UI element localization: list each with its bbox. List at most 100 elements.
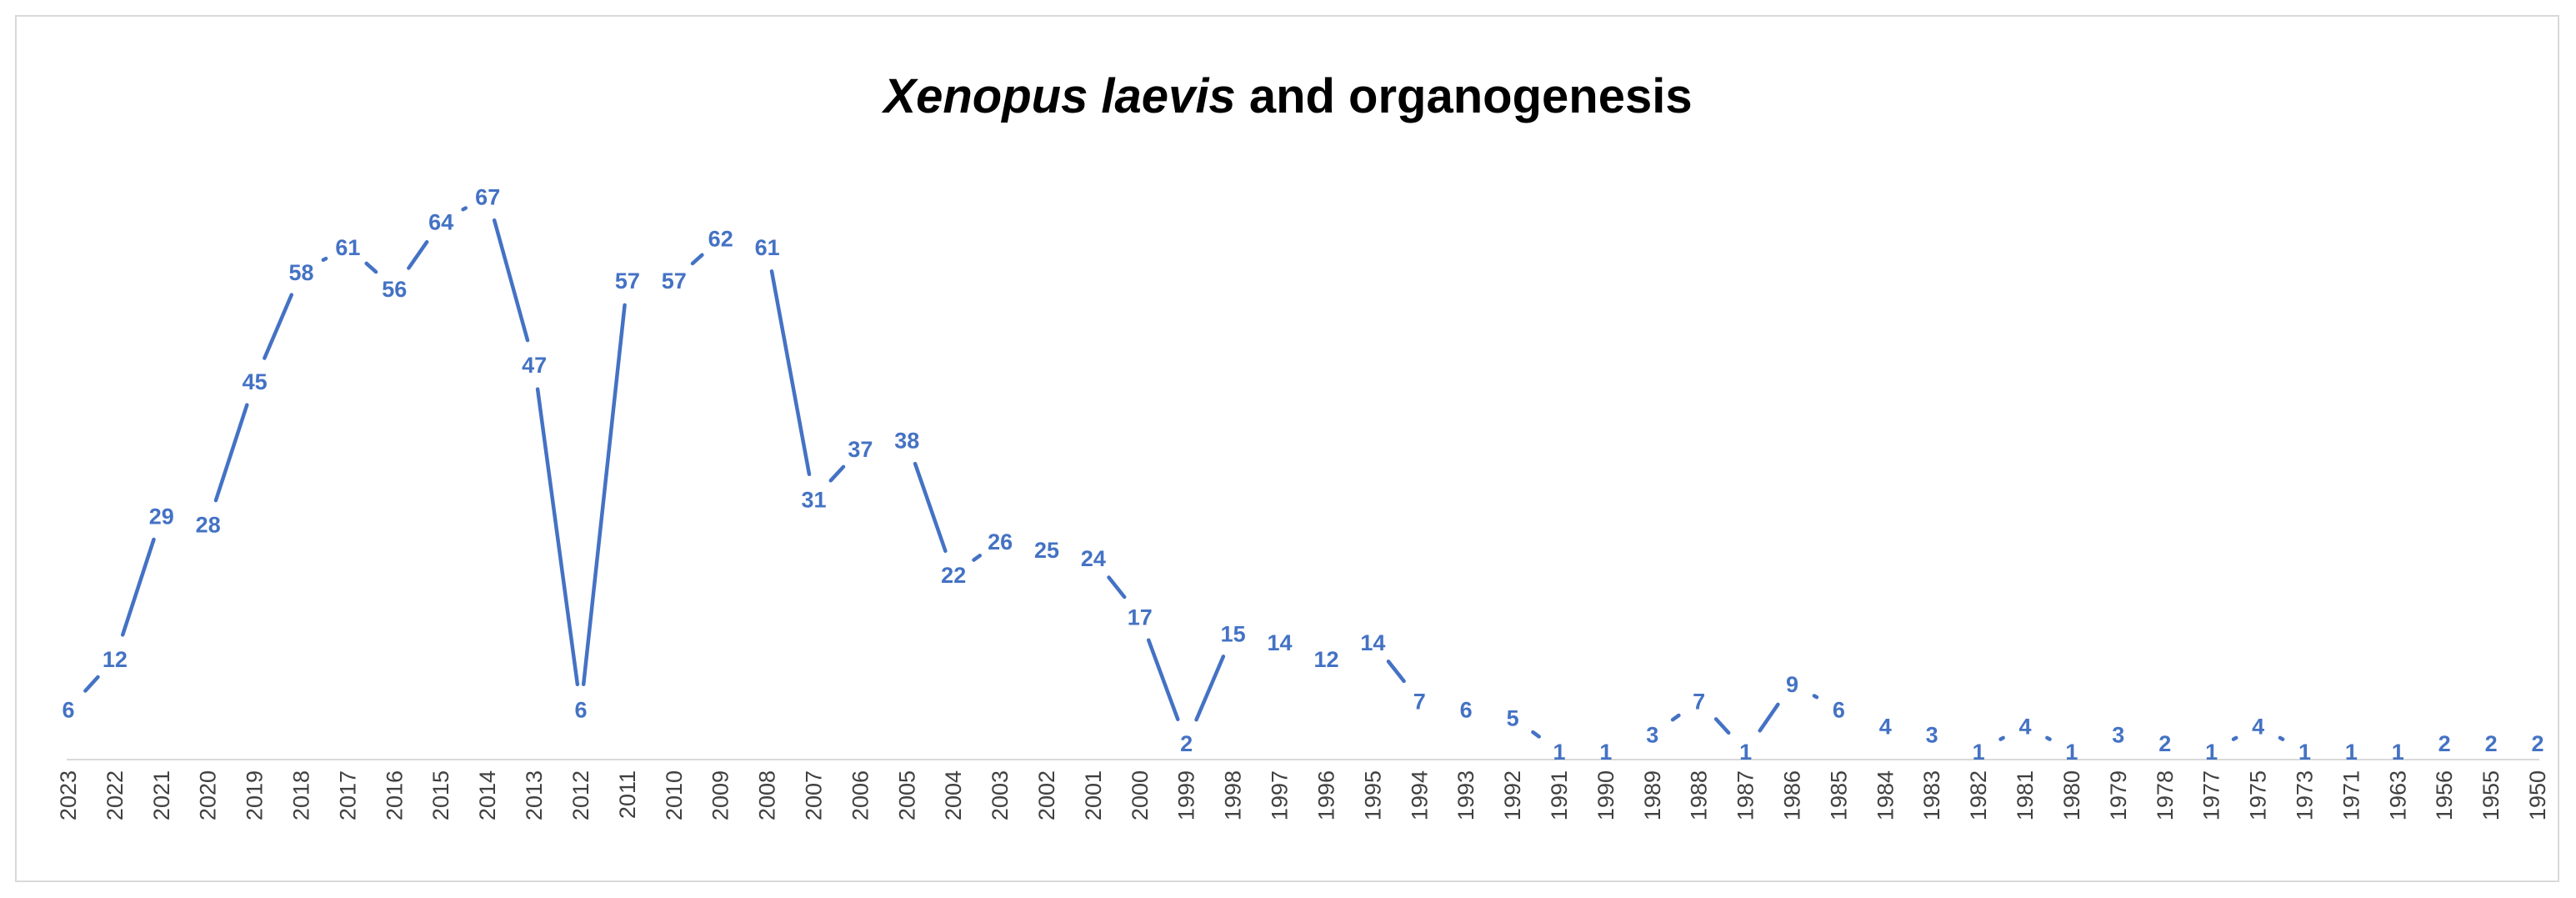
data-label-1990: 1 [1599, 740, 1612, 765]
x-tick-label-1998: 1998 [1221, 770, 1246, 820]
data-label-2016: 56 [382, 277, 407, 302]
data-label-1955: 2 [2485, 731, 2498, 756]
data-label-1975: 4 [2252, 715, 2264, 740]
data-label-1992: 5 [1507, 706, 1519, 731]
data-label-1988: 7 [1693, 689, 1705, 714]
line-segment-2014-2013 [492, 218, 530, 343]
x-tick-label-2022: 2022 [103, 770, 128, 820]
x-tick-label-1986: 1986 [1780, 770, 1805, 820]
data-label-1985: 6 [1833, 698, 1845, 723]
data-label-1999: 2 [1180, 731, 1193, 756]
data-label-2004: 22 [941, 563, 966, 588]
line-segment-2022-2021 [120, 537, 156, 637]
line-segment-1992-1991 [1531, 730, 1541, 739]
data-label-2019: 45 [243, 369, 268, 394]
data-label-2023: 6 [62, 698, 74, 723]
data-label-1963: 1 [2392, 740, 2404, 765]
x-tick-label-1955: 1955 [2478, 770, 2503, 820]
x-tick-label-1992: 1992 [1500, 770, 1525, 820]
x-tick-label-1978: 1978 [2153, 770, 2178, 820]
line-segment-1988-1987 [1713, 717, 1731, 735]
line-segment-1989-1988 [1670, 713, 1681, 722]
data-label-2011: 57 [615, 268, 640, 293]
line-segment-2004-2003 [972, 554, 983, 562]
data-label-1982: 1 [1973, 740, 1985, 765]
x-tick-label-1975: 1975 [2246, 770, 2271, 820]
line-segment-1977-1975 [2231, 735, 2238, 741]
chart-title: Xenopus laevis and organogenesis [0, 68, 2576, 124]
x-tick-label-1950: 1950 [2525, 770, 2550, 820]
data-label-1983: 3 [1926, 723, 1938, 748]
x-tick-label-1991: 1991 [1547, 770, 1572, 820]
data-label-2007: 31 [801, 487, 826, 512]
line-segment-2007-2006 [828, 464, 846, 483]
data-label-2020: 28 [196, 513, 221, 538]
data-label-1998: 15 [1221, 622, 1246, 647]
x-tick-label-1990: 1990 [1593, 770, 1618, 820]
x-tick-label-1985: 1985 [1826, 770, 1851, 820]
data-label-2010: 57 [662, 268, 687, 293]
data-label-2014: 67 [475, 184, 500, 209]
x-tick-label-2004: 2004 [941, 770, 966, 820]
data-label-2015: 64 [428, 210, 453, 235]
x-tick-label-1983: 1983 [1919, 770, 1944, 820]
line-segment-2000-1999 [1146, 638, 1180, 721]
x-tick-label-1956: 1956 [2432, 770, 2457, 820]
x-tick-label-2020: 2020 [196, 770, 221, 820]
x-tick-label-2009: 2009 [708, 770, 733, 820]
x-tick-label-1971: 1971 [2338, 770, 2363, 820]
x-tick-label-2003: 2003 [988, 770, 1013, 820]
chart-frame [15, 15, 2559, 882]
data-label-1978: 2 [2158, 731, 2171, 756]
line-segment-2019-2018 [263, 293, 294, 360]
x-tick-label-2012: 2012 [568, 770, 593, 820]
x-tick-label-1994: 1994 [1407, 770, 1432, 820]
data-label-2000: 17 [1128, 605, 1153, 630]
data-label-1971: 1 [2345, 740, 2358, 765]
line-segment-2013-2012 [535, 387, 580, 687]
x-tick-label-1987: 1987 [1733, 770, 1758, 820]
line-segment-2010-2009 [690, 253, 704, 266]
data-label-2012: 6 [574, 698, 587, 723]
data-label-2002: 25 [1034, 538, 1059, 563]
line-segment-1999-1998 [1194, 655, 1226, 722]
line-segment-1986-1985 [1812, 694, 1819, 700]
data-label-2009: 62 [708, 227, 733, 252]
x-tick-label-1988: 1988 [1687, 770, 1712, 820]
x-tick-label-2002: 2002 [1034, 770, 1059, 820]
x-tick-label-2001: 2001 [1081, 770, 1106, 820]
data-label-1980: 1 [2065, 740, 2078, 765]
data-label-1979: 3 [2112, 723, 2124, 748]
data-label-2005: 38 [894, 429, 919, 454]
data-label-2008: 61 [755, 235, 780, 260]
x-tick-label-2023: 2023 [56, 770, 81, 820]
x-tick-label-1982: 1982 [1966, 770, 1991, 820]
x-tick-label-2015: 2015 [428, 770, 453, 820]
x-tick-label-2021: 2021 [149, 770, 174, 820]
chart-title-rest: and organogenesis [1235, 69, 1693, 123]
data-label-1997: 14 [1267, 630, 1292, 655]
data-label-1987: 1 [1739, 740, 1752, 765]
data-label-2013: 47 [522, 353, 547, 378]
x-tick-label-2013: 2013 [522, 770, 547, 820]
data-label-2018: 58 [288, 260, 313, 285]
data-label-1993: 6 [1460, 698, 1473, 723]
x-tick-label-2014: 2014 [475, 770, 500, 820]
x-tick-label-2019: 2019 [243, 770, 268, 820]
x-tick-label-2018: 2018 [289, 770, 314, 820]
x-tick-label-2011: 2011 [615, 770, 640, 819]
line-series [83, 206, 2285, 741]
x-tick-label-1981: 1981 [2013, 770, 2038, 820]
data-label-2006: 37 [848, 437, 873, 462]
data-label-1991: 1 [1553, 740, 1565, 765]
data-label-1996: 12 [1313, 647, 1338, 672]
line-segment-2018-2017 [321, 256, 328, 262]
line-segment-2017-2016 [364, 261, 378, 274]
line-segment-1982-1981 [1998, 735, 2005, 741]
line-segment-2015-2014 [461, 206, 468, 212]
x-tick-label-1999: 1999 [1174, 770, 1199, 820]
x-tick-label-2000: 2000 [1128, 770, 1153, 820]
line-segment-1975-1973 [2278, 735, 2285, 741]
